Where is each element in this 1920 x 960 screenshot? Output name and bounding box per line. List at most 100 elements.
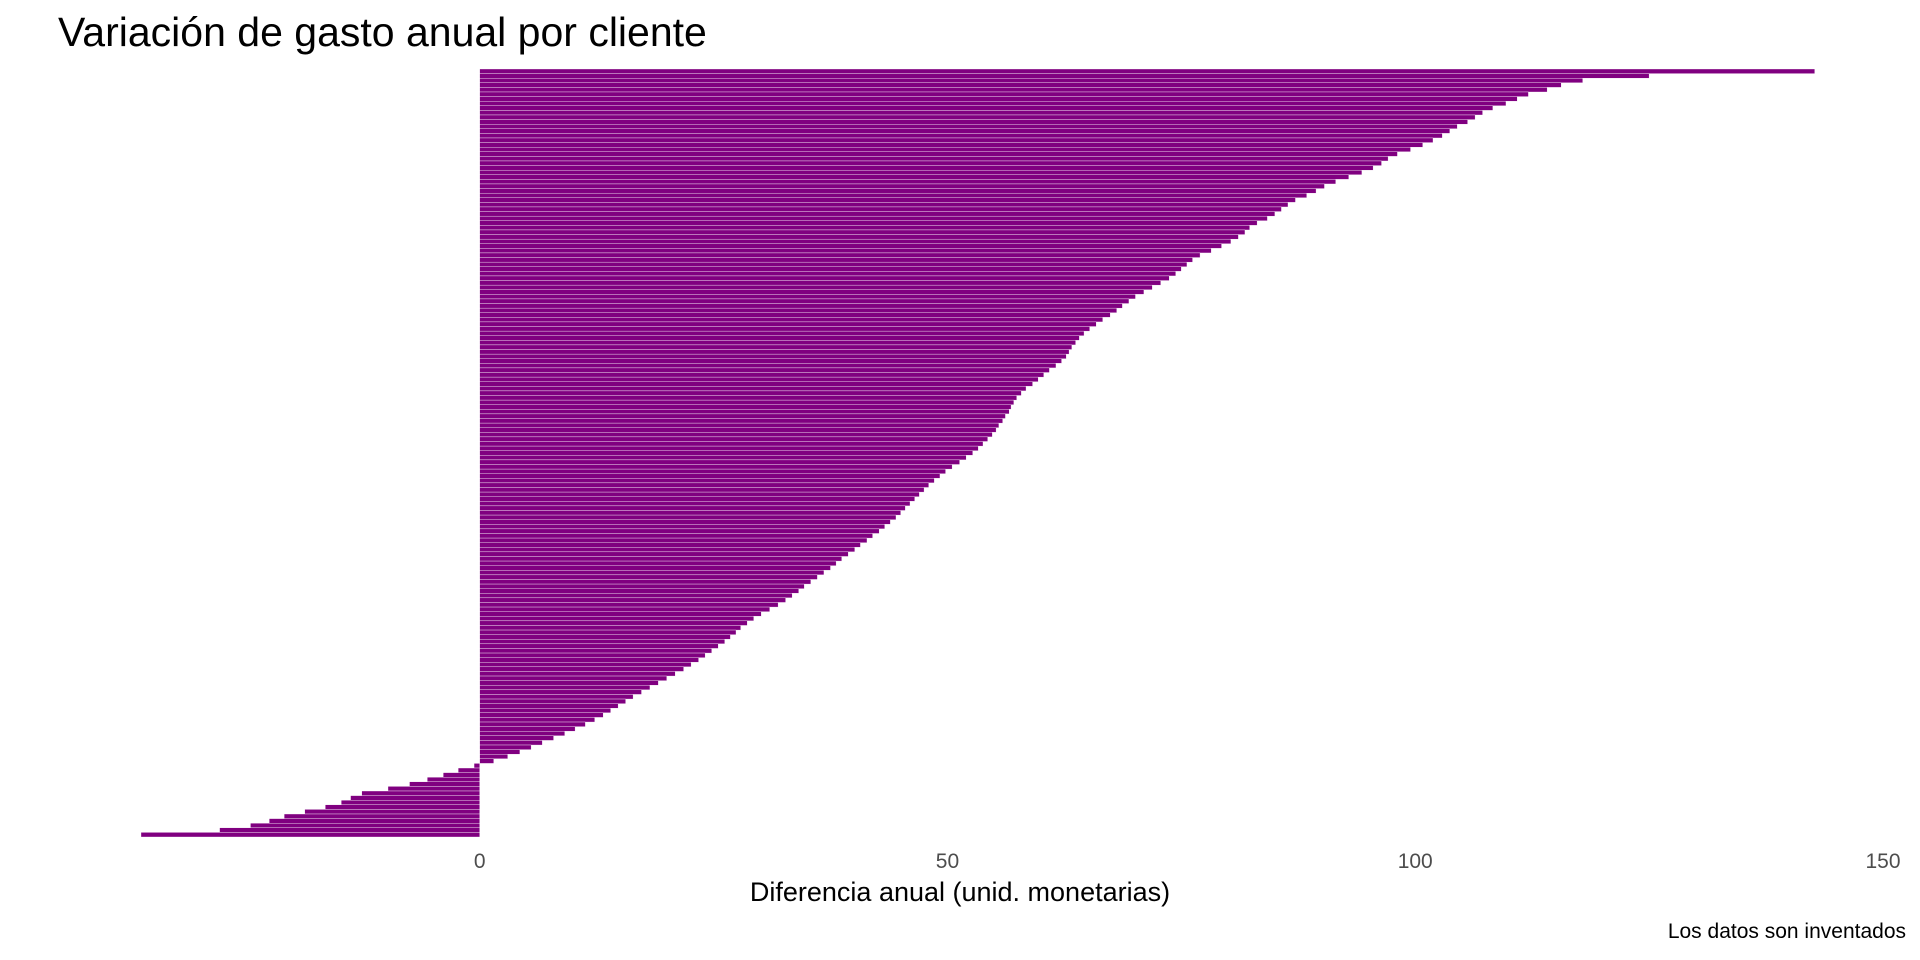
chart-title: Variación de gasto anual por cliente (58, 9, 707, 55)
bar-12 (479, 119, 1468, 125)
bar-109 (479, 565, 831, 571)
bar-37 (479, 234, 1239, 240)
bar-74 (479, 404, 1012, 410)
bar-58 (479, 330, 1085, 336)
bar-29 (479, 197, 1296, 203)
bar-44 (479, 266, 1182, 272)
bar-62 (479, 349, 1070, 355)
bar-164 (268, 818, 480, 824)
bar-86 (479, 459, 960, 465)
bar-104 (479, 542, 861, 548)
bar-100 (479, 524, 885, 530)
bar-1 (479, 68, 1815, 74)
bar-111 (479, 574, 818, 580)
bar-39 (479, 243, 1222, 249)
bar-24 (479, 174, 1349, 180)
bar-77 (479, 418, 1003, 424)
bar-15 (479, 133, 1443, 139)
bar-112 (479, 579, 812, 585)
bar-135 (479, 685, 651, 691)
bar-150 (479, 754, 508, 759)
bar-70 (479, 386, 1027, 392)
bar-125 (479, 639, 725, 645)
bar-42 (479, 257, 1193, 263)
bar-45 (479, 271, 1176, 277)
bar-73 (479, 399, 1015, 405)
bar-33 (479, 215, 1268, 221)
bar-56 (479, 321, 1097, 327)
bar-93 (479, 491, 920, 497)
bar-123 (479, 629, 737, 635)
bar-127 (479, 648, 712, 654)
bar-57 (479, 326, 1090, 332)
bar-34 (479, 220, 1258, 226)
bar-59 (479, 335, 1080, 341)
bar-144 (479, 726, 576, 732)
bar-158 (361, 790, 480, 796)
bar-48 (479, 284, 1153, 290)
bar-142 (479, 717, 595, 723)
bar-154 (443, 772, 480, 778)
bar-126 (479, 643, 719, 649)
bar-131 (479, 666, 684, 672)
bar-140 (479, 708, 611, 714)
bar-161 (325, 804, 480, 810)
bar-66 (479, 367, 1050, 373)
bar-25 (479, 179, 1336, 185)
x-axis-label: Diferencia anual (unid. monetarias) (749, 877, 1171, 907)
bar-23 (479, 169, 1363, 175)
bar-118 (479, 606, 770, 612)
bar-76 (479, 413, 1006, 419)
bar-97 (479, 510, 901, 516)
bar-53 (479, 307, 1117, 313)
bar-51 (479, 298, 1130, 304)
bar-136 (479, 689, 642, 695)
bar-128 (479, 652, 706, 658)
bar-52 (479, 303, 1123, 309)
bar-80 (479, 432, 993, 438)
bar-160 (341, 800, 480, 805)
bar-65 (479, 363, 1057, 369)
bar-152 (473, 763, 480, 769)
bar-83 (479, 445, 979, 451)
bar-14 (479, 128, 1451, 134)
bar-121 (479, 620, 748, 626)
bar-96 (479, 505, 906, 511)
bar-13 (479, 124, 1458, 129)
bar-166 (219, 827, 480, 833)
bar-108 (479, 560, 837, 566)
bar-163 (283, 813, 480, 819)
bar-101 (479, 528, 880, 534)
bar-26 (479, 183, 1325, 189)
bar-139 (479, 703, 619, 709)
bar-47 (479, 280, 1161, 286)
bar-148 (479, 744, 532, 750)
bar-16 (479, 137, 1434, 143)
bar-61 (479, 344, 1073, 350)
bar-99 (479, 519, 891, 525)
bar-165 (250, 823, 480, 828)
bar-75 (479, 409, 1010, 415)
bar-11 (479, 114, 1476, 120)
bars-group (140, 68, 1815, 838)
bar-49 (479, 289, 1145, 295)
bar-10 (479, 110, 1483, 116)
bar-149 (479, 749, 521, 755)
bar-68 (479, 376, 1039, 382)
bar-147 (479, 740, 543, 746)
x-tick-label-50: 50 (936, 850, 959, 873)
bar-88 (479, 468, 946, 474)
bar-145 (479, 731, 565, 737)
bar-113 (479, 583, 805, 589)
bar-22 (479, 165, 1374, 171)
bar-115 (479, 593, 793, 599)
bar-155 (427, 777, 480, 782)
bar-95 (479, 501, 911, 507)
bar-141 (479, 712, 604, 718)
x-tick-label-0: 0 (474, 850, 486, 873)
bar-85 (479, 455, 967, 461)
bar-2 (479, 73, 1650, 79)
bar-90 (479, 478, 935, 484)
bar-9 (479, 105, 1494, 111)
bar-119 (479, 611, 762, 617)
